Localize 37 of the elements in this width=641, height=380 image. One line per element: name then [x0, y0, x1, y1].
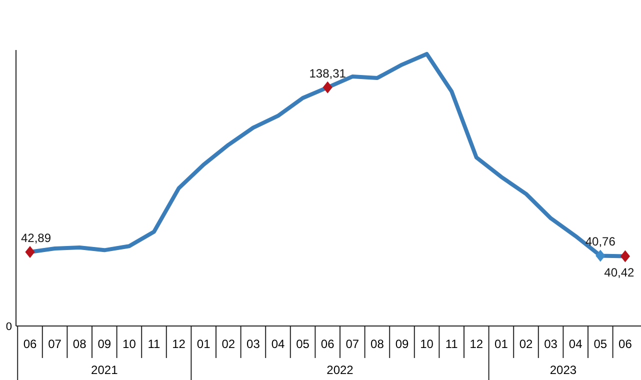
- x-tick-label: 03: [544, 337, 558, 351]
- data-label: 138,31: [309, 66, 346, 80]
- point: [25, 246, 35, 258]
- x-tick-label: 10: [420, 337, 434, 351]
- x-tick-label: 11: [445, 337, 458, 351]
- text: 2023: [550, 363, 577, 377]
- point: [596, 250, 606, 262]
- x-tick-label: 05: [296, 337, 310, 351]
- text: 2021: [91, 363, 118, 377]
- x-tick-label: 09: [395, 337, 409, 351]
- x-tick-label: 12: [172, 337, 186, 351]
- point: [620, 250, 630, 262]
- x-tick-label: 01: [494, 337, 508, 351]
- x-tick-label: 08: [370, 337, 384, 351]
- x-tick-label: 10: [122, 337, 136, 351]
- x-tick-label: 06: [618, 337, 632, 351]
- x-tick-label: 06: [23, 337, 37, 351]
- x-tick-label: 06: [320, 337, 335, 351]
- data-label: 42,89: [20, 231, 52, 246]
- x-tick-label: 08: [72, 337, 87, 351]
- x-tick-label: 07: [346, 337, 360, 351]
- x-tick-label: 12: [470, 337, 484, 351]
- x-tick-label: 02: [222, 337, 236, 351]
- data-label: 40,42: [604, 265, 635, 280]
- data-label: 40,76: [585, 234, 616, 249]
- x-tick-label: 01: [196, 337, 211, 351]
- x-tick-label: 07: [48, 337, 62, 351]
- text: 0: [6, 321, 12, 333]
- x-tick-label: 11: [148, 337, 161, 351]
- x-tick-label: 02: [519, 337, 533, 351]
- point: [322, 81, 332, 94]
- x-tick-label: 04: [271, 337, 285, 351]
- x-tick-label: 09: [98, 337, 112, 351]
- text: 2022: [326, 363, 354, 377]
- x-tick-label: 04: [568, 337, 583, 351]
- x-tick-label: 05: [594, 337, 608, 351]
- x-tick-label: 03: [246, 337, 260, 351]
